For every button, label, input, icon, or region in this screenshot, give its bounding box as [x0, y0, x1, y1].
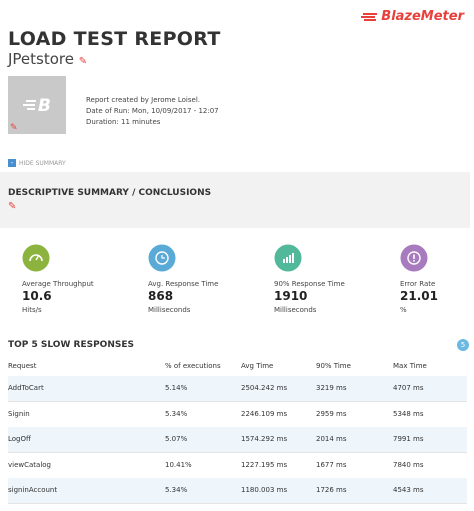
table-cell: signinAccount	[8, 486, 58, 494]
report-subtitle: JPetstore ✎	[8, 50, 87, 68]
logo-mark: B✎	[10, 96, 51, 133]
info-line: Duration: 11 minutes	[86, 118, 161, 126]
metric-value: 10.6	[22, 289, 52, 303]
metric-unit: Milliseconds	[274, 306, 317, 314]
edit-icon[interactable]: ✎	[78, 56, 88, 67]
table-cell: viewCatalog	[8, 460, 52, 469]
table-cell: 3219 ms	[316, 384, 347, 392]
column-header: % of executions	[165, 362, 221, 370]
report-logo-box: B ✎	[8, 76, 66, 134]
metric-label: Avg. Response Time	[148, 280, 219, 288]
info-line: Date of Run: Mon, 10/09/2017 - 12:07	[86, 107, 219, 115]
table-row: LogOff 5.07% 1574.292 ms 2014 ms 7991 ms	[8, 427, 467, 453]
metric-icon	[400, 244, 428, 272]
report-title: LOAD TEST REPORT	[8, 28, 221, 50]
table-cell: 10.41%	[165, 460, 192, 469]
table-cell: 2504.242 ms	[241, 384, 288, 392]
brand-logo: BlazeMeter	[361, 9, 464, 24]
table-row: viewCatalog 10.41% 1227.195 ms 1677 ms 7840 …	[8, 452, 467, 479]
summary-title: DESCRIPTIVE SUMMARY / CONCLUSIONS	[8, 188, 212, 198]
edit-icon[interactable]: ✎	[8, 201, 17, 212]
table-cell: 1180.003 ms	[241, 486, 288, 494]
table-row: AddToCart 5.14% 2504.242 ms 3219 ms 4707 ms	[8, 376, 467, 402]
svg-text:B: B	[38, 96, 51, 116]
metric-value: 1910	[274, 289, 308, 303]
table-cell: 5.34%	[165, 409, 188, 418]
metric-label: Average Throughput	[22, 280, 94, 288]
svg-text:✎: ✎	[10, 123, 18, 133]
table-row: signinAccount 5.34% 1180.003 ms 1726 ms 4543…	[8, 478, 467, 504]
table-cell: 2246.109 ms	[241, 409, 288, 418]
table-cell: 5.07%	[165, 435, 188, 443]
summary-section: DESCRIPTIVE SUMMARY / CONCLUSIONS ✎	[0, 172, 470, 228]
metric-label: 90% Response Time	[274, 280, 345, 288]
brand-name: BlazeMeter	[381, 9, 464, 24]
metric-icon-svg	[274, 244, 302, 272]
metric-icon-svg	[400, 244, 428, 272]
table-cell: LogOff	[8, 435, 31, 443]
table-cell: 2959 ms	[316, 409, 347, 418]
column-header: 90% Time	[316, 362, 351, 370]
table-cell: 5.14%	[165, 384, 188, 392]
table-title: TOP 5 SLOW RESPONSES	[8, 340, 134, 350]
metric-unit: Milliseconds	[148, 306, 191, 314]
column-header: Max Time	[393, 362, 427, 370]
table-cell: AddToCart	[8, 384, 44, 392]
column-header: Request	[8, 362, 37, 370]
subtitle-text: JPetstore	[8, 50, 74, 68]
metric-icon	[148, 244, 176, 272]
metric-icon	[274, 244, 302, 272]
metric-icon	[22, 244, 50, 272]
hide-summary-button[interactable]: - HIDE SUMMARY	[8, 159, 66, 167]
count-badge: 5	[457, 339, 469, 351]
table-cell: 5.34%	[165, 486, 188, 494]
info-line: Report created by Jerome Loisel.	[86, 96, 200, 104]
brand-icon	[361, 12, 378, 21]
column-header: Avg Time	[241, 362, 274, 370]
table-cell: 7840 ms	[393, 460, 424, 469]
metric-value: 868	[148, 289, 174, 303]
table-cell: Signin	[8, 409, 30, 418]
metric-value: 21.01	[400, 289, 438, 303]
metric-icon-svg	[148, 244, 176, 272]
metric-unit: Hits/s	[22, 306, 42, 314]
metric-icon-svg	[22, 244, 50, 272]
table-cell: 4707 ms	[393, 384, 424, 392]
metric-unit: %	[400, 306, 407, 314]
table-cell: 1574.292 ms	[241, 435, 288, 443]
table-cell: 7991 ms	[393, 435, 424, 443]
table-row: Signin 5.34% 2246.109 ms 2959 ms 5348 ms	[8, 401, 467, 428]
table-cell: 2014 ms	[316, 435, 347, 443]
table-cell: 1227.195 ms	[241, 460, 288, 469]
table-cell: 1677 ms	[316, 460, 347, 469]
table-cell: 5348 ms	[393, 409, 424, 418]
hide-summary-text[interactable]: HIDE SUMMARY	[19, 159, 66, 167]
table-header: Request % of executions Avg Time 90% Time Ma…	[8, 356, 467, 377]
table-cell: 4543 ms	[393, 486, 424, 494]
table-cell: 1726 ms	[316, 486, 347, 494]
metric-label: Error Rate	[400, 280, 436, 288]
